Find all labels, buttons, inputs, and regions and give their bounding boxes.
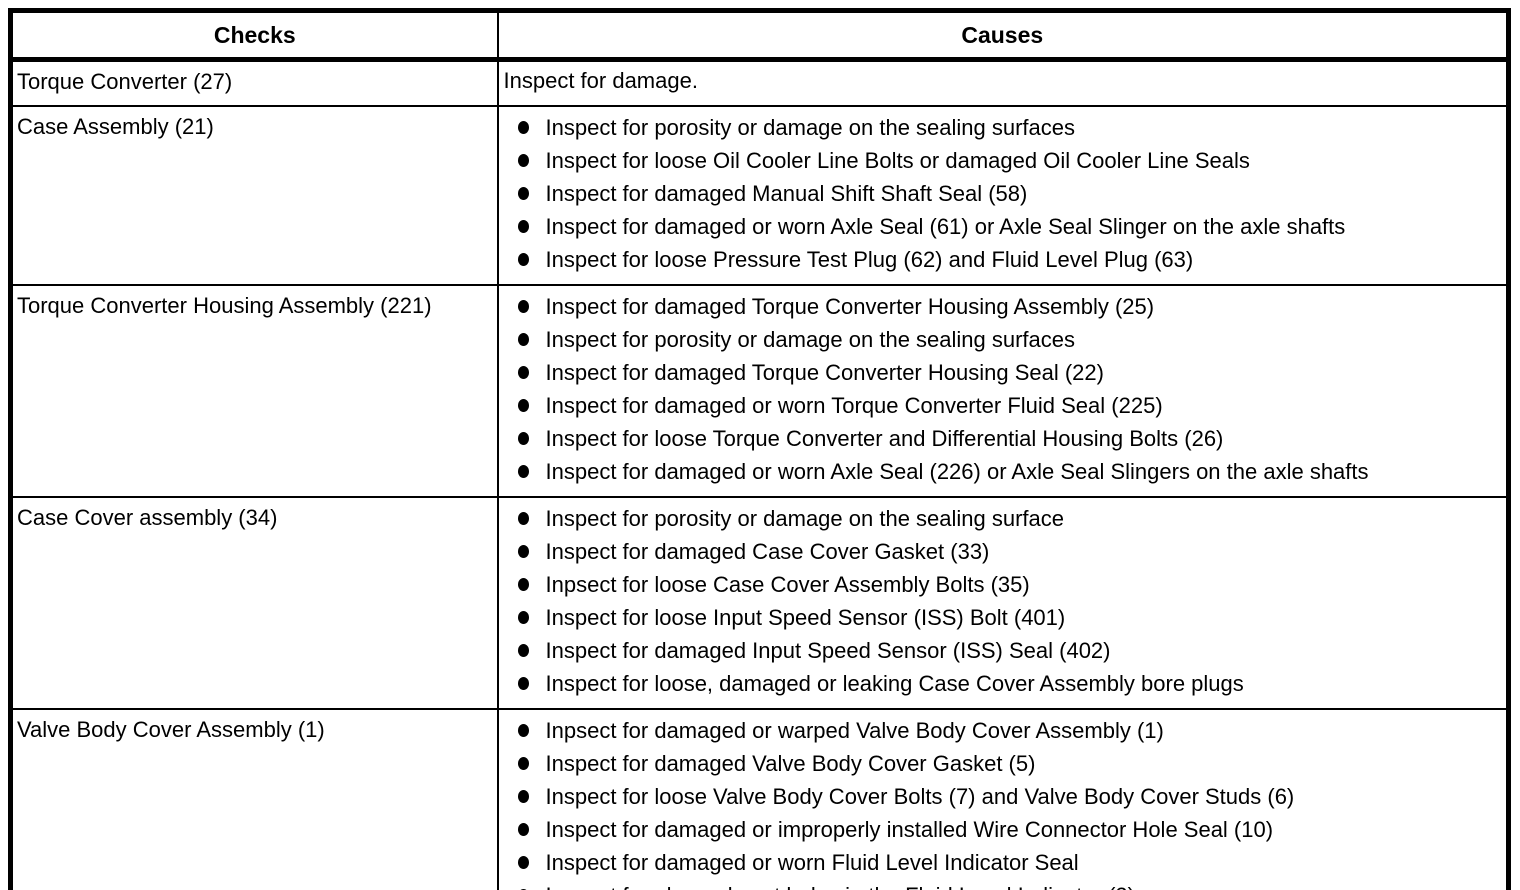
cause-bullet-item: Inspect for damaged or worn Axle Seal (6… <box>504 210 1503 243</box>
causes-cell: Inspect for porosity or damage on the se… <box>496 105 1510 286</box>
table-row-torque-converter: Torque Converter (27) Inspect for damage… <box>9 58 1510 107</box>
bullet-icon <box>517 333 529 346</box>
check-label: Case Assembly (21) <box>9 105 499 286</box>
cause-bullet-item: Inspect for damaged Torque Converter Hou… <box>504 356 1503 389</box>
bullet-icon <box>517 366 529 379</box>
cause-text: Inspect for porosity or damage on the se… <box>545 115 1076 140</box>
cause-bullet-item: Inspect for damaged Valve Body Cover Gas… <box>504 747 1503 780</box>
causes-cell: Inspect for damaged Torque Converter Hou… <box>496 284 1510 498</box>
cause-text: Inspect for damaged Case Cover Gasket (3… <box>545 539 990 564</box>
cause-bullet-item: Inspect for plugged vent holes in the Fl… <box>504 879 1503 890</box>
bullet-icon <box>517 644 529 657</box>
bullet-icon <box>517 578 529 591</box>
table-row-valve-body-cover: Valve Body Cover Assembly (1) Inpsect fo… <box>9 708 1510 890</box>
header-row: Checks Causes <box>9 9 1510 62</box>
check-label: Case Cover assembly (34) <box>9 496 499 710</box>
cause-text: Inspect for damaged Input Speed Sensor (… <box>545 638 1111 663</box>
cause-text: Inspect for loose Valve Body Cover Bolts… <box>545 784 1295 809</box>
bullet-icon <box>517 399 529 412</box>
bullet-icon <box>517 220 529 233</box>
causes-cell: Inspect for porosity or damage on the se… <box>496 496 1510 710</box>
bullet-icon <box>517 545 529 558</box>
bullet-icon <box>517 253 529 266</box>
cause-bullet-item: Inpsect for damaged or warped Valve Body… <box>504 714 1503 747</box>
table-row-case-cover: Case Cover assembly (34) Inspect for por… <box>9 496 1510 710</box>
cause-bullet-list: Inspect for damaged Torque Converter Hou… <box>504 288 1503 492</box>
cause-text: Inspect for damaged or worn Axle Seal (6… <box>545 214 1346 239</box>
check-label: Valve Body Cover Assembly (1) <box>9 708 499 890</box>
bullet-icon <box>517 187 529 200</box>
table-row-case-assembly: Case Assembly (21) Inspect for porosity … <box>9 105 1510 286</box>
cause-bullet-item: Inspect for loose Input Speed Sensor (IS… <box>504 601 1503 634</box>
cause-text: Inspect for damaged or worn Axle Seal (2… <box>545 459 1369 484</box>
cause-bullet-item: Inspect for porosity or damage on the se… <box>504 502 1503 535</box>
cause-text: Inspect for loose Oil Cooler Line Bolts … <box>545 148 1250 173</box>
cause-bullet-list: Inspect for porosity or damage on the se… <box>504 109 1503 280</box>
cause-bullet-item: Inspect for loose Pressure Test Plug (62… <box>504 243 1503 276</box>
bullet-icon <box>517 432 529 445</box>
cause-bullet-item: Inspect for loose Torque Converter and D… <box>504 422 1503 455</box>
cause-bullet-item: Inspect for loose, damaged or leaking Ca… <box>504 667 1503 700</box>
bullet-icon <box>517 724 529 737</box>
cause-text: Inpsect for loose Case Cover Assembly Bo… <box>545 572 1030 597</box>
cause-bullet-item: Inspect for damaged Input Speed Sensor (… <box>504 634 1503 667</box>
cause-text: Inspect for damage. <box>496 58 1510 107</box>
check-label: Torque Converter (27) <box>9 58 499 107</box>
cause-text: Inspect for damaged or worn Torque Conve… <box>545 393 1163 418</box>
bullet-icon <box>517 757 529 770</box>
cause-bullet-list: Inspect for porosity or damage on the se… <box>504 500 1503 704</box>
column-header-checks: Checks <box>9 9 499 62</box>
column-header-causes: Causes <box>496 9 1510 62</box>
cause-bullet-item: Inspect for damaged or worn Torque Conve… <box>504 389 1503 422</box>
bullet-icon <box>517 611 529 624</box>
cause-text: Inspect for damaged or improperly instal… <box>545 817 1274 842</box>
cause-text: Inspect for porosity or damage on the se… <box>545 506 1065 531</box>
cause-bullet-item: Inspect for damaged Torque Converter Hou… <box>504 290 1503 323</box>
check-label: Torque Converter Housing Assembly (221) <box>9 284 499 498</box>
cause-text: Inspect for porosity or damage on the se… <box>545 327 1076 352</box>
cause-text: Inspect for damaged Valve Body Cover Gas… <box>545 751 1036 776</box>
cause-bullet-item: Inspect for loose Valve Body Cover Bolts… <box>504 780 1503 813</box>
cause-text: Inspect for loose Input Speed Sensor (IS… <box>545 605 1066 630</box>
bullet-icon <box>517 856 529 869</box>
cause-text: Inspect for damaged or worn Fluid Level … <box>545 850 1079 875</box>
bullet-icon <box>517 677 529 690</box>
cause-bullet-item: Inspect for damaged or worn Fluid Level … <box>504 846 1503 879</box>
cause-bullet-item: Inpsect for loose Case Cover Assembly Bo… <box>504 568 1503 601</box>
checks-causes-table: Checks Causes Torque Converter (27) Insp… <box>8 8 1511 890</box>
cause-bullet-item: Inspect for porosity or damage on the se… <box>504 323 1503 356</box>
bullet-icon <box>517 790 529 803</box>
cause-text: Inspect for plugged vent holes in the Fl… <box>546 879 1135 890</box>
cause-bullet-item: Inspect for damaged Manual Shift Shaft S… <box>504 177 1503 210</box>
bullet-icon <box>517 465 529 478</box>
cause-bullet-list: Inpsect for damaged or warped Valve Body… <box>504 712 1503 890</box>
bullet-icon <box>517 823 529 836</box>
cause-text: Inspect for damaged Torque Converter Hou… <box>545 360 1104 385</box>
causes-cell: Inpsect for damaged or warped Valve Body… <box>496 708 1510 890</box>
cause-bullet-item: Inspect for damaged or worn Axle Seal (2… <box>504 455 1503 488</box>
bullet-icon <box>517 121 529 134</box>
cause-bullet-item: Inspect for damaged Case Cover Gasket (3… <box>504 535 1503 568</box>
cause-text: Inspect for damaged Torque Converter Hou… <box>545 294 1155 319</box>
cause-bullet-item: Inspect for damaged or improperly instal… <box>504 813 1503 846</box>
cause-bullet-item: Inspect for loose Oil Cooler Line Bolts … <box>504 144 1503 177</box>
cause-text: Inpsect for damaged or warped Valve Body… <box>545 718 1164 743</box>
cause-text: Inspect for damaged Manual Shift Shaft S… <box>545 181 1028 206</box>
table-row-torque-converter-housing: Torque Converter Housing Assembly (221) … <box>9 284 1510 498</box>
bullet-icon <box>517 154 529 167</box>
bullet-icon <box>517 512 529 525</box>
bullet-icon <box>517 300 529 313</box>
cause-text: Inspect for loose, damaged or leaking Ca… <box>545 671 1244 696</box>
cause-bullet-item: Inspect for porosity or damage on the se… <box>504 111 1503 144</box>
cause-text: Inspect for loose Torque Converter and D… <box>545 426 1224 451</box>
cause-text: Inspect for loose Pressure Test Plug (62… <box>545 247 1194 272</box>
